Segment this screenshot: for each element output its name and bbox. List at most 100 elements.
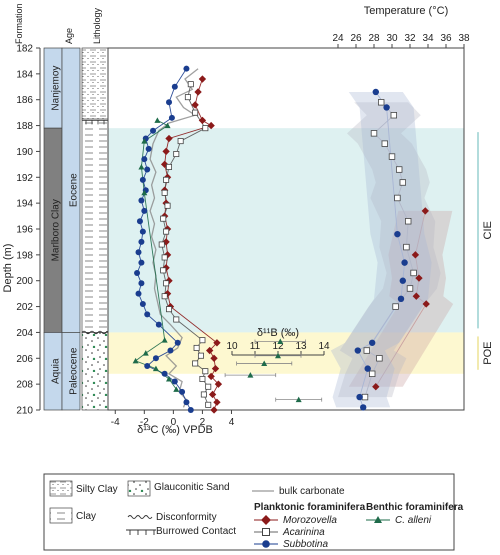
- c-alleni-point: [141, 138, 148, 144]
- legend-c-alleni-symbol: [366, 516, 390, 523]
- subbotina-point: [135, 249, 142, 256]
- c-alleni-point: [161, 337, 168, 343]
- c-alleni-point: [132, 357, 139, 364]
- subbotina-point: [166, 99, 173, 106]
- acarinina-point: [199, 337, 206, 344]
- acarinina-point: [184, 94, 191, 101]
- acarinina-point: [173, 316, 180, 323]
- boron-panel: [224, 338, 323, 403]
- formation-label: Aquia: [51, 358, 62, 384]
- temperature-subbotina-point: [397, 295, 405, 303]
- burrowed-contact-line: [82, 120, 108, 125]
- depth-tick-label: 186: [16, 95, 33, 106]
- boron-x-axis: 10 11 12 13 14: [226, 341, 330, 356]
- temperature-tick-label: 38: [458, 33, 470, 44]
- morozovella-point: [213, 339, 221, 347]
- depth-tick-label: 196: [16, 225, 33, 236]
- temperature-tick-label: 30: [386, 33, 398, 44]
- boron-tick-label: 12: [272, 341, 284, 352]
- subbotina-point: [152, 355, 159, 362]
- legend-morozovella: Morozovella: [283, 515, 337, 526]
- temperature-subbotina-point: [356, 393, 363, 401]
- depth-axis: 182 184 186 188 190 192 194 196 198 200 202 204 206 2…: [16, 44, 41, 417]
- y-axis-label: Depth (m): [2, 244, 14, 293]
- boron-x-axis-label: δ¹¹B (‰): [257, 327, 299, 339]
- subbotina-point: [138, 259, 145, 266]
- temperature-series-line: [375, 210, 427, 387]
- acarinina-point: [160, 267, 167, 274]
- legend-acarinina: Acarinina: [282, 527, 325, 538]
- legend: Silty Clay Glauconitic Sand Clay Disconf…: [43, 473, 464, 551]
- morozovella-point: [214, 380, 223, 388]
- temperature-acarinina-point: [392, 303, 399, 310]
- subbotina-point: [139, 300, 146, 307]
- acarinina-point: [166, 163, 173, 170]
- carbon-x-axis-label: δ¹³C (‰) VPDB: [137, 424, 213, 436]
- temperature-subbotina-point: [401, 259, 408, 266]
- subbotina-point: [136, 218, 143, 225]
- carbon-tick-label: 4: [229, 417, 235, 428]
- morozovella-point: [194, 88, 202, 96]
- temperature-acarinina-point: [370, 130, 378, 137]
- acarinina-point: [163, 228, 170, 235]
- subbotina-point: [171, 83, 178, 90]
- temperature-acarinina-point: [363, 347, 370, 354]
- disconformity-symbol: [127, 515, 153, 519]
- subbotina-point: [145, 145, 152, 152]
- morozovella-point: [207, 121, 215, 130]
- temperature-acarinina-point: [410, 269, 417, 277]
- legend-benthic-title: Benthic foraminifera: [366, 502, 464, 513]
- acarinina-point: [163, 280, 170, 287]
- depth-tick-label: 194: [16, 199, 33, 210]
- formation-header: Formation: [14, 3, 24, 44]
- subbotina-point: [150, 127, 157, 134]
- temperature-acarinina-point: [394, 194, 401, 202]
- legend-acarinina-symbol: [254, 528, 278, 536]
- boron-point: [275, 352, 281, 359]
- age-box: [61, 332, 81, 411]
- morozovella-point: [165, 134, 173, 143]
- temperature-tick-label: 32: [404, 33, 416, 44]
- temperature-acarinina-point: [376, 355, 383, 362]
- silty-clay-swatch: [49, 480, 73, 497]
- plot-frame: [107, 47, 465, 411]
- acarinina-point: [202, 368, 209, 375]
- boron-tick-label: 10: [226, 341, 238, 352]
- subbotina-point: [138, 197, 145, 204]
- subbotina-point: [135, 290, 142, 297]
- temperature-envelope: [338, 102, 441, 398]
- acarinina-point: [163, 176, 170, 183]
- depth-tick-label: 210: [16, 406, 33, 417]
- acarinina-point: [161, 293, 168, 300]
- subbotina-point: [141, 156, 148, 163]
- formation-label: Nanjemoy: [51, 66, 62, 111]
- morozovella-point: [162, 147, 170, 156]
- acarinina-point: [192, 109, 199, 116]
- temperature-subbotina-point: [364, 365, 371, 372]
- subbotina-point: [138, 238, 145, 245]
- carbon-tick-label: -4: [111, 417, 120, 428]
- acarinina-point: [192, 360, 199, 367]
- temperature-subbotina-point: [354, 347, 361, 354]
- legend-silty-clay: Silty Clay: [76, 484, 118, 495]
- interval-label-poe: POE: [482, 341, 494, 364]
- carbon-tick-label: -2: [140, 417, 149, 428]
- boron-tick-label: 14: [318, 341, 330, 352]
- depth-tick-label: 182: [16, 44, 33, 55]
- column-headers: Formation Age Lithology: [14, 3, 102, 44]
- temperature-morozovella-point: [415, 274, 423, 282]
- boron-point: [277, 338, 284, 344]
- c-alleni-point: [164, 122, 171, 129]
- subbotina-point: [144, 166, 151, 173]
- interval-labels: CIE POE: [477, 132, 494, 370]
- subbotina-point: [174, 339, 181, 346]
- temperature-subbotina-point: [372, 88, 379, 96]
- c-alleni-point: [152, 365, 159, 372]
- acarinina-point: [205, 383, 212, 390]
- depth-tick-label: 188: [16, 121, 33, 132]
- carbon-series-line: [161, 84, 209, 405]
- acarinina-point: [166, 306, 173, 313]
- subbotina-point: [139, 176, 146, 183]
- lithology-silty-clay: [81, 47, 109, 120]
